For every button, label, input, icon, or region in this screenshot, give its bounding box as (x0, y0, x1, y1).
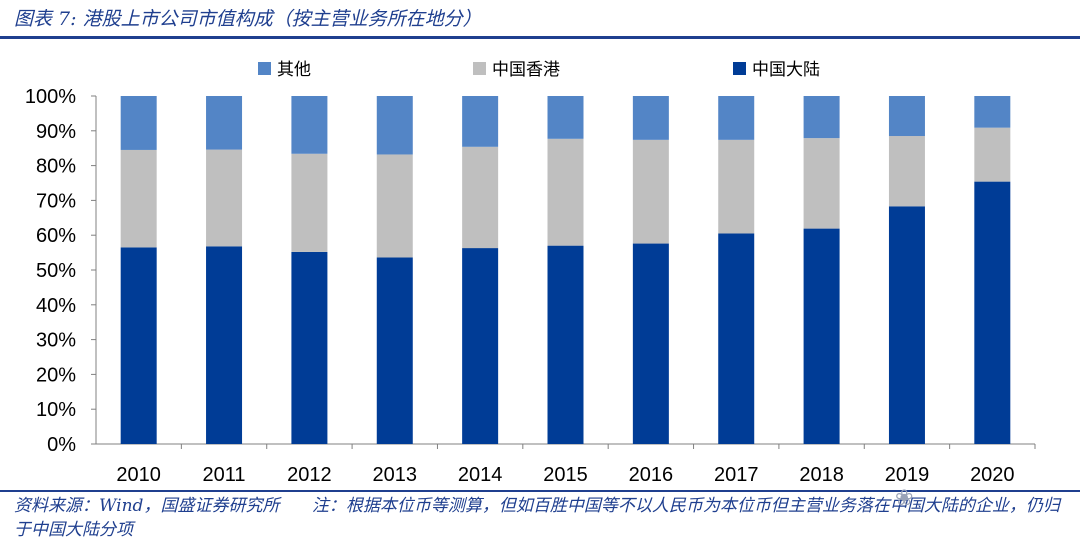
bar-segment (718, 139, 755, 234)
bar-segment (888, 96, 925, 137)
bar-segment (632, 139, 669, 244)
y-tick-label: 40% (36, 295, 76, 317)
bar-segment (974, 181, 1011, 444)
legend-swatch (473, 62, 486, 75)
y-tick-label: 10% (36, 399, 76, 421)
source-text: 资料来源：Wind，国盛证券研究所 (14, 496, 280, 516)
bar-segment (291, 251, 328, 444)
bar-segment (462, 96, 499, 147)
x-tick-label: 2011 (203, 464, 246, 486)
legend-label: 其他 (277, 60, 311, 80)
x-tick-label: 2012 (287, 464, 332, 486)
bar-segment (718, 233, 755, 444)
bar-segment (632, 96, 669, 140)
bar-segment (803, 228, 840, 444)
bar-segment (376, 154, 413, 258)
bar-segment (206, 96, 243, 150)
bar-segment (888, 136, 925, 207)
bar-segment (206, 246, 243, 444)
x-tick-label: 2016 (629, 464, 674, 486)
y-tick-label: 60% (36, 225, 76, 247)
bar-segment (462, 248, 499, 444)
title-divider (0, 36, 1080, 39)
bar-segment (803, 96, 840, 139)
bar-segment (547, 96, 584, 139)
bar-segment (547, 245, 584, 444)
x-tick-label: 2013 (373, 464, 418, 486)
x-tick-label: 2020 (970, 464, 1015, 486)
footer-divider (0, 490, 1080, 492)
x-tick-label: 2010 (116, 464, 161, 486)
bar-segment (888, 206, 925, 444)
bar-segment (291, 96, 328, 154)
legend-label: 中国香港 (492, 60, 560, 80)
y-tick-label: 100% (25, 86, 76, 108)
bar-segment (120, 96, 157, 150)
bar-segment (291, 153, 328, 252)
y-tick-label: 0% (47, 434, 76, 456)
source-note: 资料来源：Wind，国盛证券研究所 注：根据本位币等测算，但如百胜中国等不以人民… (14, 494, 1074, 542)
bar-segment (120, 149, 157, 248)
figure-title: 图表 7: 港股上市公司市值构成（按主营业务所在地分） (14, 8, 482, 30)
y-tick-label: 70% (36, 190, 76, 212)
bar-segment (974, 96, 1011, 128)
x-tick-label: 2014 (458, 464, 503, 486)
bar-segment (974, 127, 1011, 182)
y-tick-label: 50% (36, 260, 76, 282)
y-tick-label: 20% (36, 364, 76, 386)
stacked-bar-chart: 0% 10% 20% 30% 40% 50% 60% 70% 80% 90% 100% 2010 201… (25, 60, 1036, 486)
y-tick-label: 80% (36, 156, 76, 178)
y-tick-label: 90% (36, 121, 76, 143)
x-tick-label: 2019 (885, 464, 930, 486)
bar-segment (632, 243, 669, 444)
bar-segment (376, 257, 413, 444)
bar-segment (547, 138, 584, 246)
note-text: 注：根据本位币等测算，但如百胜中国等不以人民币为本位币但主营业务落在中国大陆的企… (14, 496, 1060, 540)
bar-segment (376, 96, 413, 155)
y-tick-label: 30% (36, 330, 76, 352)
bar-segment (120, 247, 157, 444)
x-tick-label: 2018 (799, 464, 844, 486)
x-tick-label: 2015 (543, 464, 588, 486)
bar-segment (462, 146, 499, 249)
bar-segment (803, 138, 840, 229)
x-tick-label: 2017 (714, 464, 759, 486)
bar-segment (718, 96, 755, 140)
bar-segment (206, 149, 243, 247)
legend-swatch (258, 62, 271, 75)
legend-label: 中国大陆 (752, 60, 820, 80)
legend-swatch (733, 62, 746, 75)
